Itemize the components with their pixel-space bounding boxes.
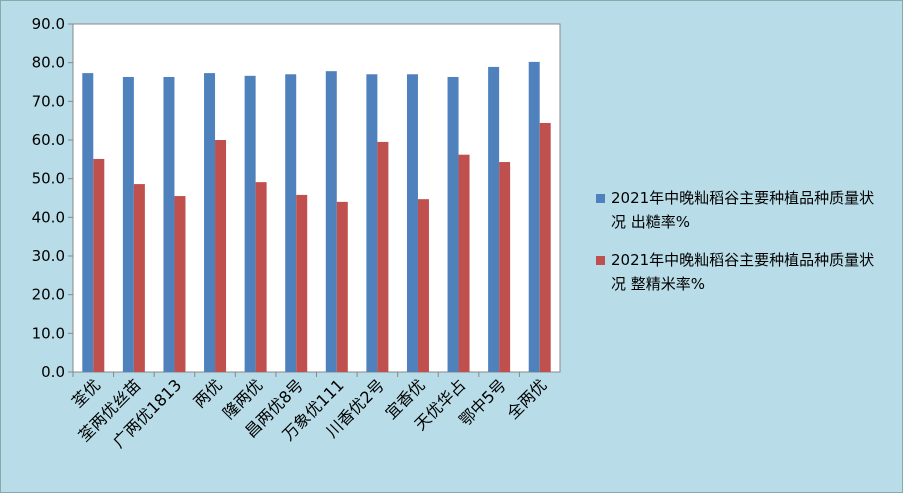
bar [488,66,500,373]
bar [539,122,551,372]
y-tick-label: 60.0 [32,131,65,149]
bar [244,75,256,373]
bar [417,199,429,372]
bar [528,61,540,372]
y-tick-label: 10.0 [32,324,65,342]
bar [285,74,297,373]
bar [296,194,308,372]
y-tick-label: 40.0 [32,208,65,226]
bar [377,141,389,372]
y-tick-label: 70.0 [32,92,65,110]
bar [366,74,378,373]
bar [255,182,267,372]
bar [458,154,470,372]
legend-label: 2021年中晚籼稻谷主要种植品种质量状况 出糙率% [611,189,875,231]
legend-entry: 2021年中晚籼稻谷主要种植品种质量状况 出糙率% [596,186,886,234]
bar [163,76,175,373]
bar [133,184,145,372]
bar [215,140,227,372]
y-tick-label: 30.0 [32,247,65,265]
bar [174,196,186,372]
legend-swatch [596,194,605,203]
bar [204,73,216,373]
bar [93,158,105,372]
legend-swatch [596,256,605,265]
bar [325,71,337,372]
legend-entry: 2021年中晚籼稻谷主要种植品种质量状况 整精米率% [596,248,886,296]
bar [447,76,459,373]
bar [406,74,418,373]
bar [499,162,511,372]
y-tick-label: 20.0 [32,286,65,304]
y-tick-label: 90.0 [32,15,65,33]
y-tick-label: 80.0 [32,54,65,72]
bar [336,201,348,372]
y-tick-label: 50.0 [32,170,65,188]
plot-area [72,23,561,373]
y-tick-label: 0.0 [41,363,65,381]
bar [122,76,134,373]
bar [82,73,94,373]
legend-label: 2021年中晚籼稻谷主要种植品种质量状况 整精米率% [611,251,875,293]
